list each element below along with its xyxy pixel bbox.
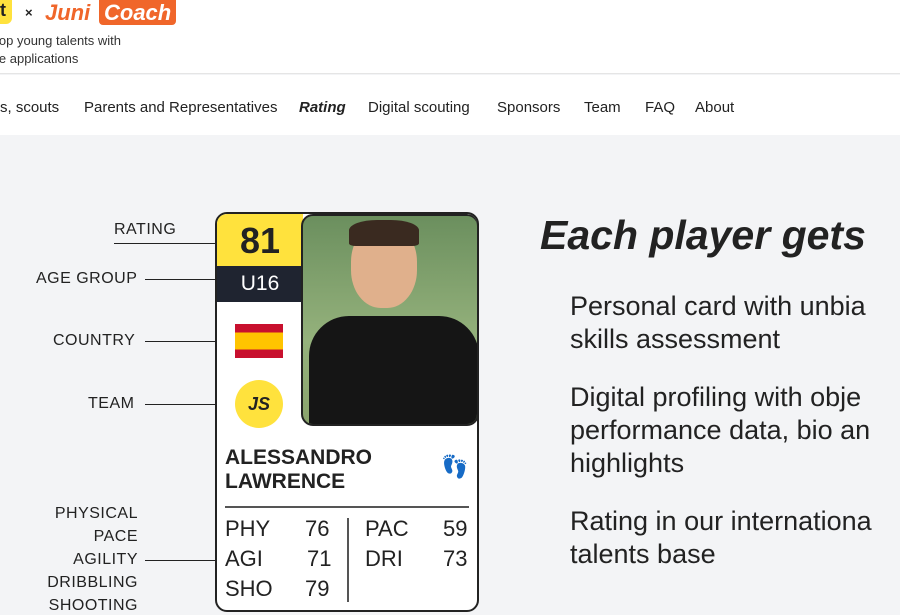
last-name: LAWRENCE bbox=[225, 470, 346, 493]
feature-line: skills assessment bbox=[570, 324, 781, 354]
label-pace: PACE bbox=[93, 528, 138, 545]
player-hair bbox=[349, 220, 419, 246]
feet-icon: 👣 bbox=[441, 454, 469, 479]
player-name: ALESSANDRO LAWRENCE bbox=[225, 446, 372, 494]
label-rating: RATING bbox=[114, 221, 177, 238]
feature-item: Rating in our internationa talents base bbox=[570, 505, 872, 571]
player-jersey bbox=[309, 316, 477, 424]
stat-value: 71 bbox=[307, 546, 332, 571]
feature-line: highlights bbox=[570, 448, 685, 478]
times-sign: × bbox=[25, 5, 33, 20]
partner-logo[interactable]: t bbox=[0, 0, 12, 24]
nav-team[interactable]: Team bbox=[584, 99, 621, 116]
feature-item: Digital profiling with obje performance d… bbox=[570, 381, 870, 480]
feature-line: Digital profiling with obje bbox=[570, 382, 862, 412]
connector-line bbox=[145, 279, 216, 280]
stat-divider bbox=[347, 518, 349, 602]
tagline-line: lop young talents with bbox=[0, 33, 122, 48]
age-group-value: U16 bbox=[217, 266, 303, 302]
section-heading: Each player gets bbox=[540, 212, 866, 258]
first-name: ALESSANDRO bbox=[225, 446, 373, 469]
stat-label: PHY bbox=[225, 516, 271, 541]
label-team: TEAM bbox=[88, 395, 135, 412]
player-photo bbox=[301, 214, 477, 426]
label-age-group: AGE GROUP bbox=[36, 270, 138, 287]
stat-value: 76 bbox=[305, 516, 330, 541]
nav-parents[interactable]: Parents and Representatives bbox=[84, 99, 278, 116]
feature-line: talents base bbox=[570, 539, 716, 569]
connector-line bbox=[145, 560, 216, 561]
stat-value: 73 bbox=[443, 546, 468, 571]
label-dribbling: DRIBBLING bbox=[47, 574, 138, 591]
feature-line: Rating in our internationa bbox=[570, 506, 872, 536]
nav-clubs-scouts[interactable]: s, scouts bbox=[0, 99, 60, 116]
connector-line bbox=[145, 404, 216, 405]
logo-juni[interactable]: Juni bbox=[45, 0, 91, 25]
stat-label: PAC bbox=[365, 516, 409, 541]
nav-sponsors[interactable]: Sponsors bbox=[497, 99, 561, 116]
feature-line: Personal card with unbia bbox=[570, 291, 866, 321]
label-country: COUNTRY bbox=[53, 332, 136, 349]
tagline-line: le applications bbox=[0, 51, 79, 66]
flag-spain-icon bbox=[235, 324, 283, 358]
player-card[interactable]: 81 U16 JS ALESSANDRO LAWRENCE 👣 PHY 76 AG… bbox=[215, 212, 479, 612]
header: t × Juni Coach lop young talents with le … bbox=[0, 0, 900, 74]
logo-coach[interactable]: Coach bbox=[99, 0, 177, 25]
rating-value: 81 bbox=[217, 214, 303, 266]
tagline: lop young talents with le applications bbox=[0, 32, 121, 68]
connector-line bbox=[145, 341, 216, 342]
stat-label: SHO bbox=[225, 576, 273, 601]
stat-label: DRI bbox=[365, 546, 403, 571]
label-agility: AGILITY bbox=[73, 551, 138, 568]
main-nav: s, scouts Parents and Representatives Ra… bbox=[0, 75, 900, 135]
nav-digital-scouting[interactable]: Digital scouting bbox=[368, 99, 470, 116]
feature-line: performance data, bio an bbox=[570, 415, 871, 445]
nav-faq[interactable]: FAQ bbox=[645, 99, 676, 116]
stat-label: AGI bbox=[225, 546, 263, 571]
connector-line bbox=[114, 243, 216, 244]
stat-value: 59 bbox=[443, 516, 468, 541]
stat-value: 79 bbox=[305, 576, 330, 601]
nav-rating[interactable]: Rating bbox=[299, 99, 346, 116]
nav-about[interactable]: About bbox=[695, 99, 735, 116]
feature-item: Personal card with unbia skills assessmen… bbox=[570, 290, 866, 356]
label-physical: PHYSICAL bbox=[54, 505, 138, 522]
team-badge: JS bbox=[235, 380, 283, 428]
divider bbox=[225, 506, 469, 508]
